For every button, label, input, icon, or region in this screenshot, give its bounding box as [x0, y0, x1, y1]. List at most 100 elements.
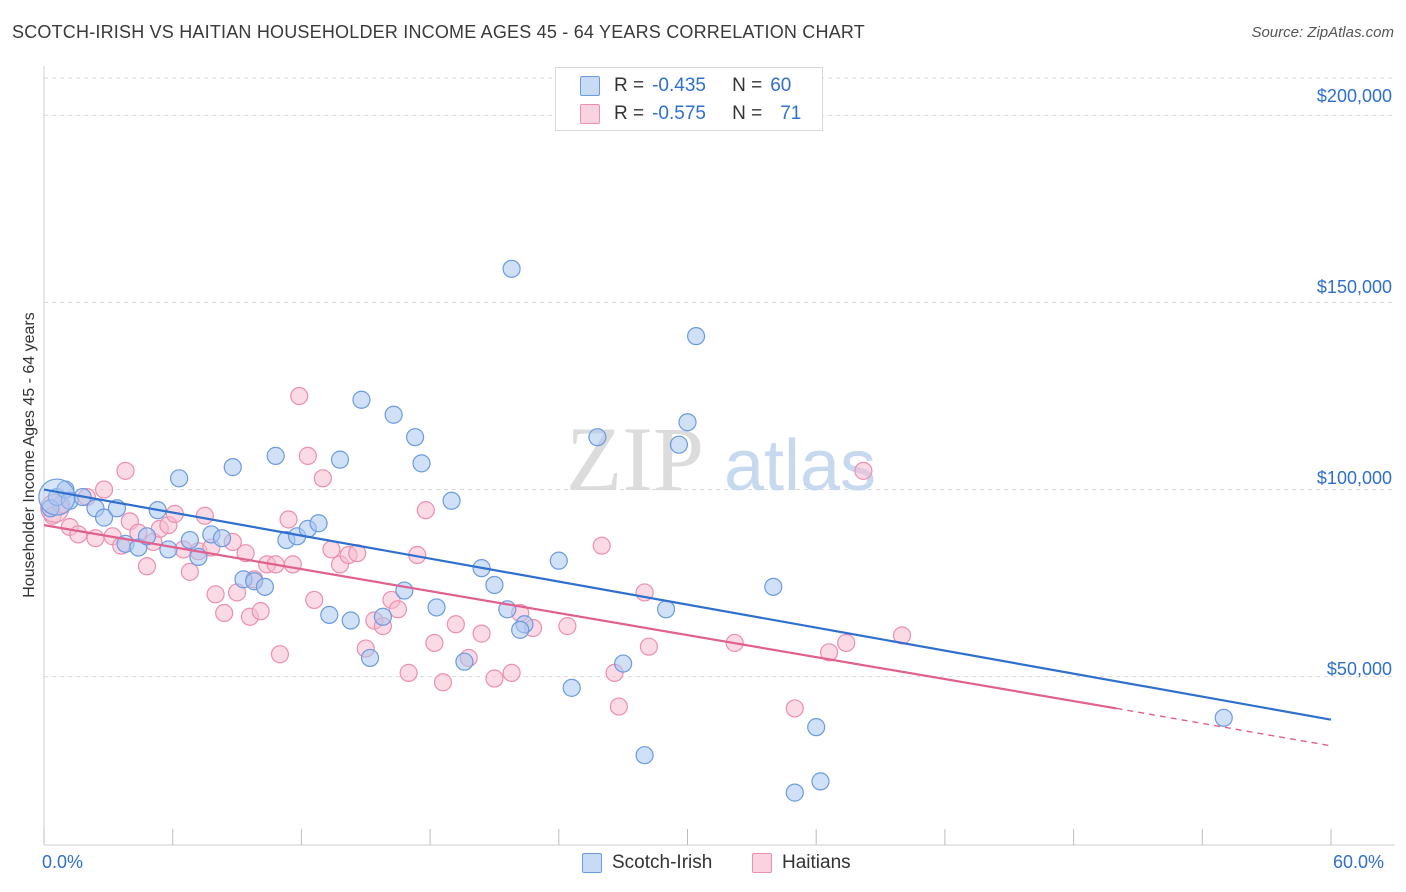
trendlines: [43, 488, 1332, 747]
haitian-trendline: [43, 524, 1117, 710]
haitian-point: [206, 585, 225, 604]
scotch-irish-point: [656, 600, 676, 619]
scotch-irish-point: [352, 390, 371, 409]
scotch-irish-point: [669, 435, 689, 454]
scotch-irish-point: [341, 611, 360, 630]
scotch-irish-point: [360, 648, 380, 668]
y-tick-200000: $200,000: [1316, 86, 1392, 106]
scotch-irish-point: [549, 551, 568, 570]
haitian-point: [837, 633, 856, 653]
scotch-irish-point: [405, 428, 425, 447]
haitian-point: [69, 525, 88, 544]
bottom-legend-haitians: Haitians: [752, 852, 851, 874]
watermark-atlas: atlas: [724, 426, 876, 506]
haitians-swatch: [752, 853, 772, 873]
haitian-point: [279, 510, 298, 529]
scotch-irish-point: [562, 678, 581, 697]
haitian-point: [270, 645, 290, 664]
scotch-irish-point: [635, 746, 654, 765]
scotch-irish-point: [159, 540, 178, 559]
scotch-irish-point: [384, 405, 403, 424]
y-tick-50000: $50,000: [1326, 659, 1392, 679]
haitian-point: [322, 540, 341, 559]
watermark: ZIP atlas: [566, 408, 876, 510]
scotch-irish-trendline: [43, 488, 1332, 721]
haitian-point: [819, 643, 839, 662]
r-label: R =: [614, 103, 645, 124]
scotch-irish-point: [309, 514, 328, 533]
scotch-irish-swatch: [582, 853, 602, 873]
haitian-point: [558, 617, 577, 636]
haitian-point: [215, 603, 234, 623]
haitian-point: [785, 699, 804, 718]
haitian-point: [298, 446, 317, 465]
haitian-trendline-extension: [1116, 707, 1332, 747]
scotch-irish-point: [485, 575, 504, 595]
scotch-irish-label: Scotch-Irish: [612, 852, 713, 873]
haitian-point: [290, 386, 309, 406]
scotch-irish-point: [180, 530, 199, 550]
r-label: R =: [614, 75, 645, 96]
haitian-point: [283, 555, 302, 574]
n-value: 71: [780, 103, 802, 124]
haitian-point: [388, 600, 408, 619]
haitian-point: [609, 697, 628, 716]
chart-title: SCOTCH-IRISH VS HAITIAN HOUSEHOLDER INCO…: [12, 22, 865, 42]
r-value: -0.435: [652, 75, 706, 96]
haitian-point: [425, 633, 444, 653]
scotch-irish-point: [212, 529, 232, 548]
scotch-irish-point: [442, 491, 461, 510]
haitian-point: [502, 663, 521, 682]
n-label: N =: [732, 103, 763, 124]
haitian-point: [116, 461, 135, 480]
scotch-irish-point: [614, 654, 633, 673]
haitian-point: [485, 669, 504, 688]
haitian-point: [195, 506, 214, 525]
haitian-point: [639, 637, 658, 656]
scotch-irish-point: [94, 508, 114, 527]
haitian-point: [472, 624, 491, 643]
y-tick-100000: $100,000: [1316, 468, 1392, 488]
scotch-irish-point: [686, 327, 706, 346]
scotch-irish-point: [427, 598, 446, 617]
scotch-irish-point: [807, 718, 826, 737]
haitian-point: [854, 461, 873, 480]
scotch-irish-point: [412, 454, 431, 473]
scotch-irish-point: [255, 577, 275, 596]
y-tick-150000: $150,000: [1316, 277, 1392, 297]
x-tick-max: 60.0%: [1333, 852, 1385, 872]
scotch-points: [38, 259, 1233, 802]
haitian-point: [236, 544, 255, 563]
correlation-legend: R = -0.435 N = 60 R = -0.575 N = 71: [555, 67, 823, 131]
scotch-irish-point: [811, 772, 830, 791]
r-value: -0.575: [652, 103, 706, 124]
bottom-legend-scotch-irish: Scotch-Irish: [582, 852, 712, 874]
haitian-point: [399, 663, 418, 682]
haitian-point: [416, 501, 435, 520]
scotch-irish-point: [170, 469, 189, 488]
scotch-irish-point: [764, 577, 783, 596]
source-label: Source: ZipAtlas.com: [1251, 24, 1394, 41]
n-value: 60: [770, 75, 792, 96]
scotch-irish-point: [1214, 708, 1233, 727]
scotch-irish-point: [785, 783, 804, 802]
haitian-point: [446, 615, 465, 634]
n-label: N =: [732, 75, 763, 96]
scotch-irish-point-cluster: [38, 478, 76, 516]
scotch-irish-point: [223, 458, 242, 477]
haitian-point: [251, 602, 270, 621]
legend-row-scotch-irish: R = -0.435 N = 60: [580, 73, 791, 99]
scotch-irish-point: [511, 620, 530, 639]
haitian-point: [592, 536, 611, 555]
scotch-irish-point: [678, 413, 697, 432]
scotch-irish-point: [330, 450, 350, 469]
scotch-irish-swatch: [580, 76, 600, 96]
haitian-point: [305, 590, 324, 610]
haitian-point: [180, 562, 199, 581]
scotch-irish-point: [320, 605, 339, 625]
haitian-point: [137, 557, 157, 576]
scotch-irish-point: [373, 607, 393, 626]
scotch-irish-point: [588, 428, 607, 447]
scotch-irish-point: [502, 259, 521, 278]
